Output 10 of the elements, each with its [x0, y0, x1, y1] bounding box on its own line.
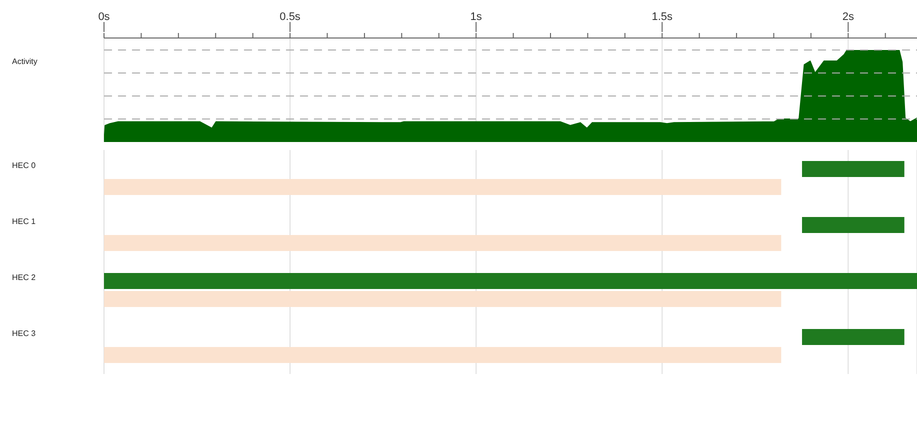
y-tick-label: HEC 0 [12, 161, 36, 170]
x-tick-label: 2s [842, 11, 854, 23]
x-tick-label: 0s [98, 11, 110, 23]
x-tick-label: 1.5s [652, 11, 674, 23]
y-tick-label: HEC 1 [12, 217, 36, 226]
y-axis-title: Activity [12, 57, 38, 66]
y-tick-label: HEC 2 [12, 273, 36, 282]
x-tick-label: 0.5s [280, 11, 301, 23]
y-tick-label: HEC 3 [12, 329, 36, 338]
x-tick-label: 1s [470, 11, 482, 23]
